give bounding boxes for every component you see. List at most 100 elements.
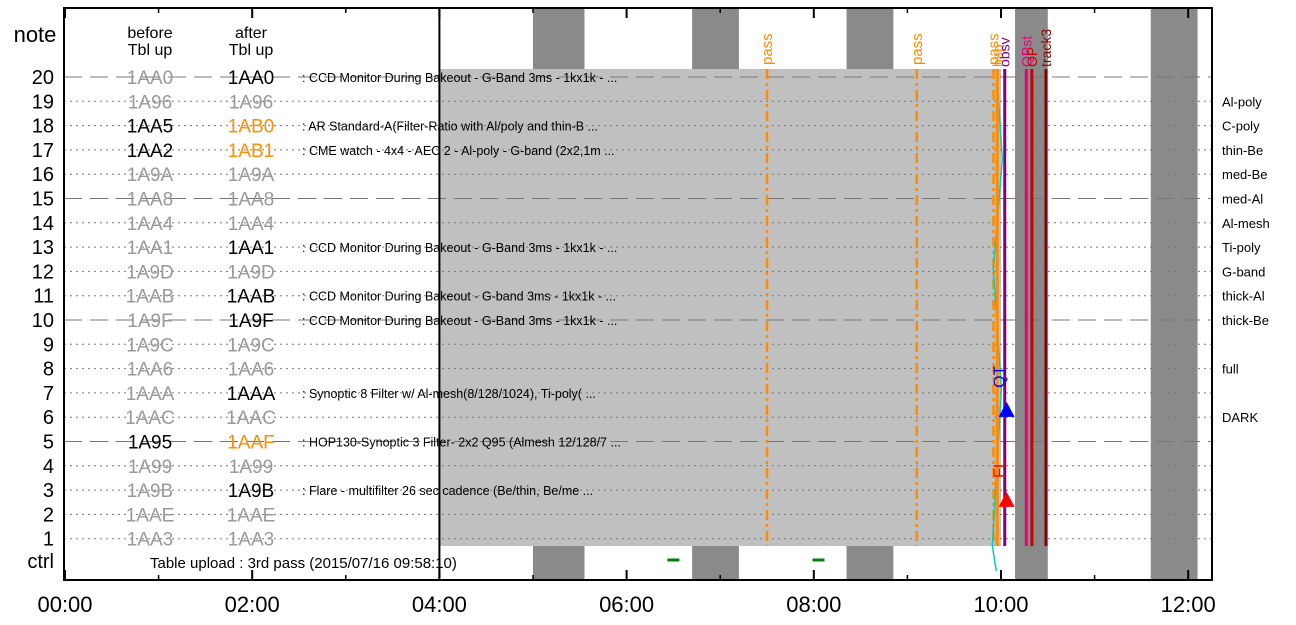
after-id-18: 1AB0 [228,117,274,138]
filter-label-11: thick-Al [1222,289,1265,304]
before-id-20: 1AA0 [127,68,173,89]
filter-label-18: C-poly [1222,119,1260,134]
filter-label-16: med-Be [1222,167,1268,182]
after-header-line2: Tbl up [229,42,274,59]
before-id-7: 1AAA [126,384,175,405]
before-id-17: 1AA2 [127,141,173,162]
row-desc-10: : CCD Monitor During Bakeout - G-Band 3m… [302,314,617,328]
after-id-19: 1A96 [229,92,273,113]
row-desc-13: : CCD Monitor During Bakeout - G-Band 3m… [302,241,617,255]
row-number-11: 11 [33,286,54,308]
after-id-15: 1AA8 [228,190,274,211]
before-id-19: 1A96 [128,92,172,113]
after-id-6: 1AAC [226,408,276,429]
pass-label-2: pass [986,33,1003,65]
row-number-6: 6 [43,407,54,429]
row-number-9: 9 [43,334,54,356]
row-labels: 20 1AA0 1AA0 : CCD Monitor During Bakeout -… [32,67,1270,551]
before-id-4: 1A99 [128,457,172,478]
row-number-10: 10 [32,310,54,332]
before-id-2: 1AAE [126,505,175,526]
event-label-track3: track3 [1038,29,1054,67]
row-number-18: 18 [32,116,54,138]
after-header-line1: after [235,25,268,42]
filter-label-15: med-Al [1222,192,1263,207]
after-id-7: 1AAA [227,384,276,405]
after-id-8: 1AA6 [228,360,274,381]
before-id-18: 1AA5 [127,117,173,138]
row-number-5: 5 [43,432,54,454]
event-label-obsv: obsv [997,37,1013,67]
filter-label-14: Al-mesh [1222,216,1270,231]
before-id-11: 1AAB [126,287,175,308]
before-id-1: 1AA3 [127,530,173,551]
marker-label-FL: FL [992,459,1009,478]
before-id-13: 1AA1 [127,238,173,259]
row-number-15: 15 [32,189,54,211]
before-id-14: 1AA4 [127,214,174,235]
before-id-5: 1A95 [128,433,172,454]
after-id-13: 1AA1 [228,238,274,259]
pass-label-1: pass [909,33,926,65]
event-label-OP: OP [1024,47,1040,67]
before-header-line2: Tbl up [128,42,173,59]
row-number-1: 1 [43,529,54,551]
filter-label-6: DARK [1222,410,1258,425]
after-id-12: 1A9D [227,262,275,283]
row-desc-7: : Synoptic 8 Filter w/ Al-mesh(8/128/102… [302,387,596,401]
before-id-16: 1A9A [127,165,174,186]
filter-label-12: G-band [1222,264,1265,279]
x-tick-label-3: 06:00 [599,592,654,617]
before-id-3: 1A9B [127,481,173,502]
before-id-8: 1AA6 [127,360,173,381]
filter-label-8: full [1222,362,1239,377]
row-number-20: 20 [32,67,54,89]
ctrl-row-label: ctrl [27,551,54,573]
after-id-4: 1A99 [229,457,273,478]
row-desc-11: : CCD Monitor During Bakeout - G-band 3m… [302,290,616,304]
after-id-11: 1AAB [227,287,276,308]
x-tick-label-1: 02:00 [225,592,280,617]
before-id-6: 1AAC [125,408,175,429]
x-tick-label-0: 00:00 [37,592,92,617]
marker-triangle-QT [998,401,1015,417]
row-desc-20: : CCD Monitor During Bakeout - G-Band 3m… [302,71,617,85]
plot-frame [63,7,1213,581]
before-id-10: 1A9F [127,311,172,332]
before-header-line1: before [127,25,172,42]
row-desc-3: : Flare - multifilter 26 sec cadence (Be… [302,484,593,498]
filter-label-13: Ti-poly [1222,240,1261,255]
after-id-14: 1AA4 [228,214,275,235]
after-id-2: 1AAE [227,505,276,526]
row-number-17: 17 [32,140,54,162]
after-id-16: 1A9A [228,165,275,186]
dark-band-4 [1150,8,1198,580]
x-tick-label-4: 08:00 [786,592,841,617]
background-layer [439,8,1198,580]
after-id-1: 1AA3 [228,530,274,551]
row-number-16: 16 [32,164,54,186]
row-number-2: 2 [43,504,54,526]
axes: 00:00 02:00 04:00 06:00 08:00 10:00 12:00 [37,7,1216,617]
event-label-hsp: hsp [989,44,1005,67]
after-id-20: 1AA0 [228,68,274,89]
after-id-17: 1AB1 [228,141,274,162]
before-id-15: 1AA8 [127,190,173,211]
row-desc-17: : CME watch - 4x4 - AEC 2 - Al-poly - G-… [302,144,615,158]
row-number-7: 7 [43,383,54,405]
x-tick-label-6: 12:00 [1161,592,1216,617]
ctrl-upload-text: Table upload : 3rd pass (2015/07/16 09:5… [150,555,457,572]
y-axis-label: note [14,22,57,47]
row-desc-18: : AR Standard-A(Filter-Ratio with Al/pol… [302,120,598,134]
row-number-14: 14 [32,213,54,235]
row-gridlines [64,76,1212,540]
after-id-10: 1A9F [228,311,273,332]
observation-block [439,69,1001,546]
before-id-12: 1A9D [126,262,174,283]
row-number-3: 3 [43,480,54,502]
x-tick-label-2: 04:00 [412,592,467,617]
row-number-13: 13 [32,237,54,259]
after-id-5: 1AAF [227,433,275,454]
